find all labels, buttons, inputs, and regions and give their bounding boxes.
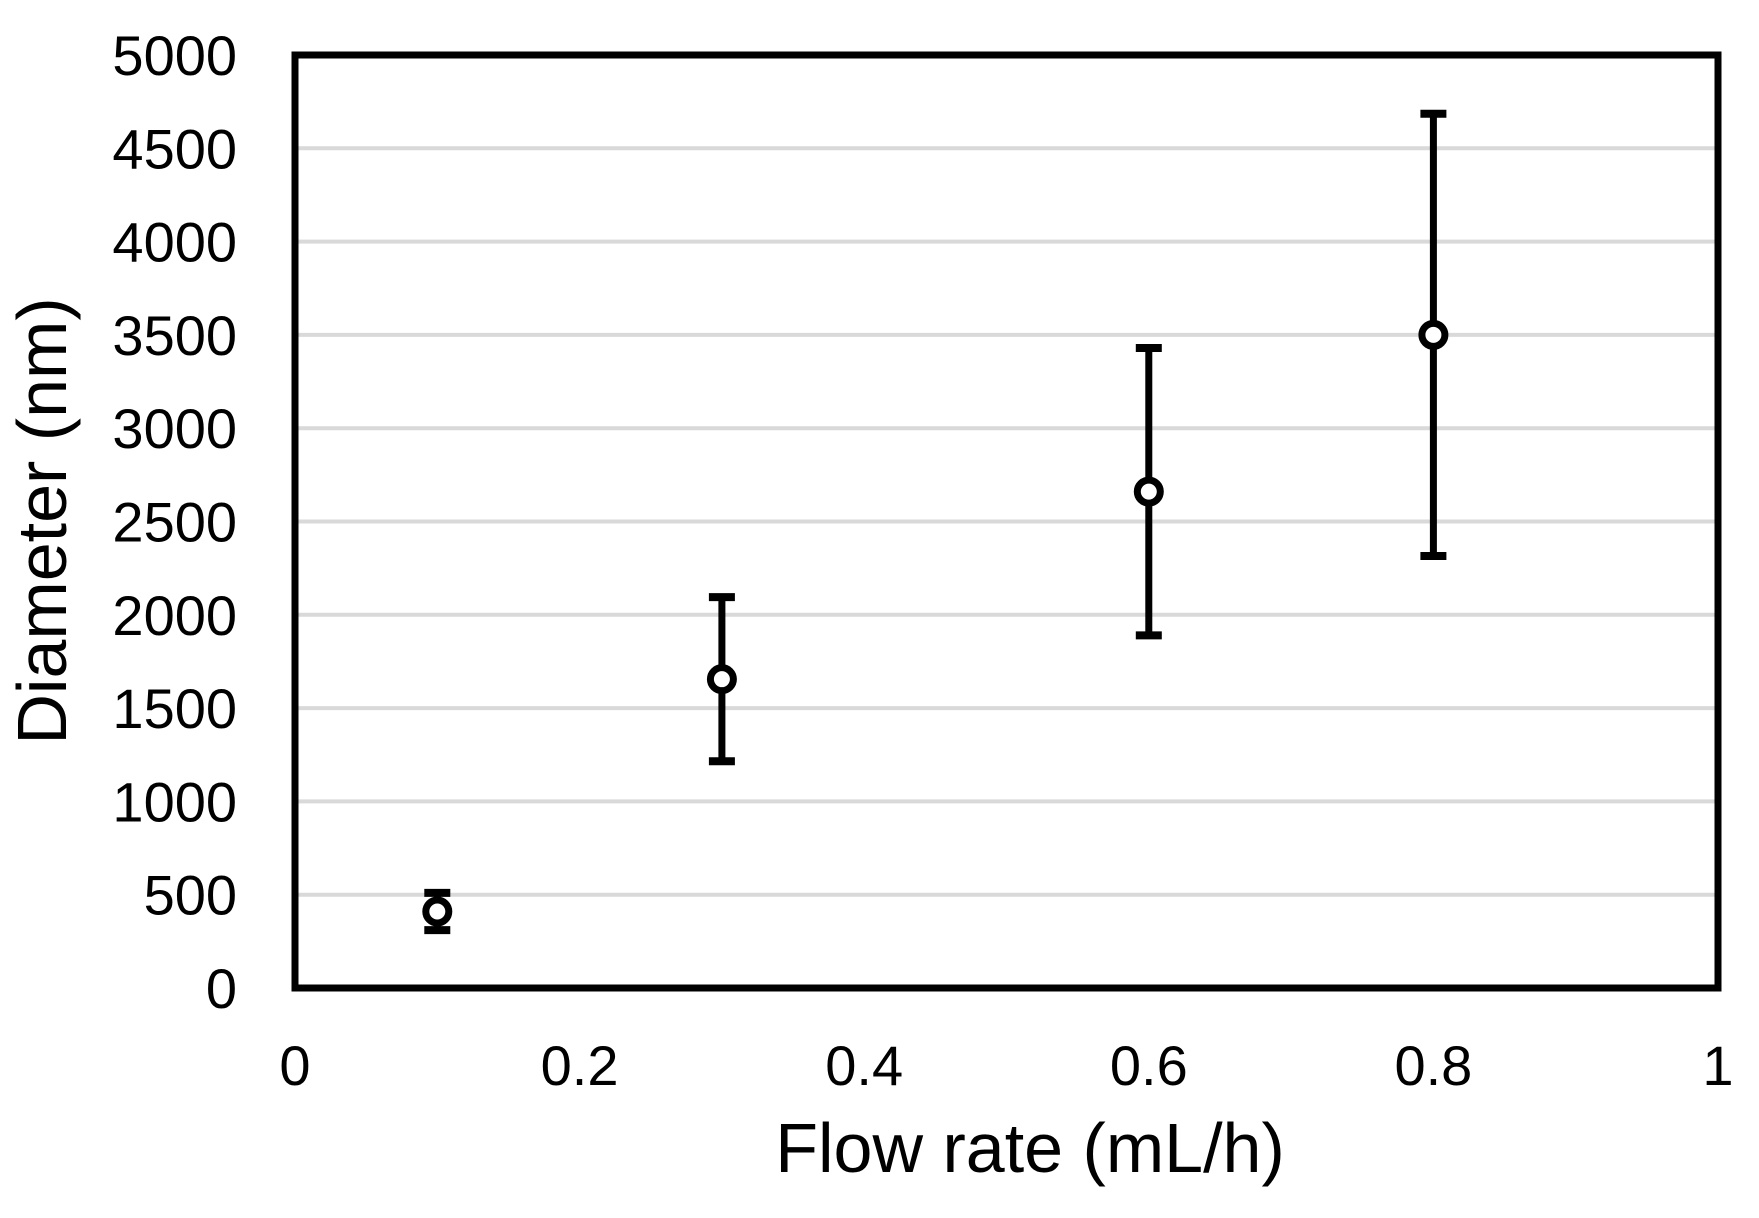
x-tick-label: 1 xyxy=(1702,1034,1733,1097)
plot-border xyxy=(291,51,1722,992)
error-bar xyxy=(1418,109,1449,561)
data-point-marker xyxy=(1418,319,1449,350)
data-point-marker xyxy=(706,664,737,695)
y-tick-label: 500 xyxy=(144,864,237,927)
x-tick-label: 0.4 xyxy=(825,1034,903,1097)
y-axis-title: Diameter (nm) xyxy=(3,297,81,744)
data-point-marker xyxy=(422,896,453,927)
y-tick-label: 0 xyxy=(206,957,237,1020)
x-tick-label: 0 xyxy=(279,1034,310,1097)
y-tick-label: 3500 xyxy=(112,304,237,367)
x-tick-label: 0.8 xyxy=(1394,1034,1472,1097)
error-bar-series xyxy=(422,109,1449,935)
x-tick-label: 0.2 xyxy=(541,1034,619,1097)
y-tick-label: 2000 xyxy=(112,584,237,647)
y-tick-label: 4500 xyxy=(112,117,237,180)
data-point-marker xyxy=(1133,476,1164,507)
error-bar xyxy=(706,593,737,766)
x-tick-label: 0.6 xyxy=(1110,1034,1188,1097)
x-axis-tick-labels: 0 0.2 0.4 0.6 0.8 1 xyxy=(279,1034,1733,1097)
y-tick-label: 5000 xyxy=(112,24,237,87)
y-tick-label: 1000 xyxy=(112,770,237,833)
y-tick-label: 4000 xyxy=(112,211,237,274)
error-bar xyxy=(422,888,453,935)
y-tick-label: 1500 xyxy=(112,677,237,740)
x-axis-title: Flow rate (mL/h) xyxy=(775,1109,1285,1187)
y-tick-label: 3000 xyxy=(112,397,237,460)
error-bar xyxy=(1133,343,1164,640)
gridlines xyxy=(295,146,1718,897)
y-tick-label: 2500 xyxy=(112,491,237,554)
y-axis-tick-labels: 0 500 1000 1500 2000 2500 3000 3500 4000 4500 5000 xyxy=(112,24,237,1020)
